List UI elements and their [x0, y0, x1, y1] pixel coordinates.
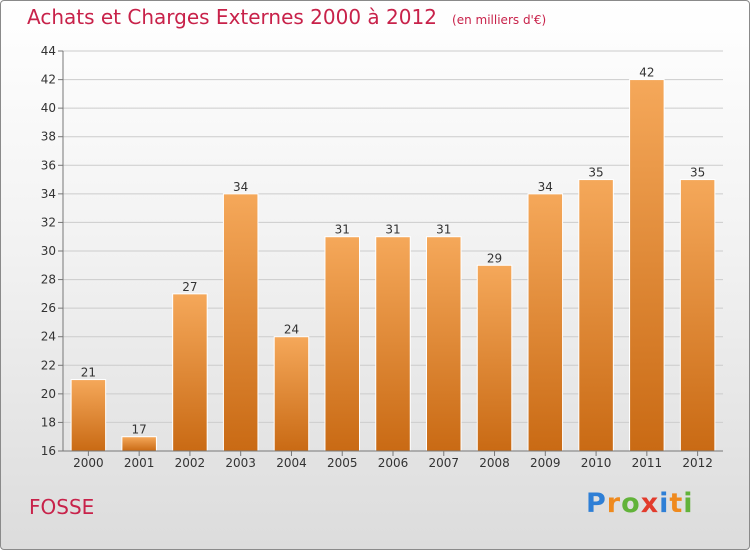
y-tick-label: 22: [41, 358, 56, 372]
x-tick-label: 2009: [530, 456, 561, 470]
x-tick-label: 2006: [378, 456, 409, 470]
bar: [476, 264, 513, 452]
y-tick-label: 18: [41, 415, 56, 429]
data-label: 31: [335, 223, 350, 237]
x-tick-label: 2007: [428, 456, 459, 470]
bar: [578, 179, 614, 452]
bars: [70, 79, 716, 452]
x-tick-label: 2003: [225, 456, 256, 470]
y-tick-label: 34: [41, 187, 56, 201]
bar: [426, 236, 462, 452]
data-label: 17: [132, 423, 147, 437]
bar: [121, 436, 157, 452]
data-label: 35: [588, 166, 603, 180]
x-tick-label: 2012: [682, 456, 713, 470]
title-row: Achats et Charges Externes 2000 à 2012 (…: [27, 5, 546, 29]
x-tick-label: 2002: [175, 456, 206, 470]
y-tick-label: 36: [41, 158, 56, 172]
y-tick-label: 32: [41, 215, 56, 229]
logo-letter: P: [586, 488, 607, 519]
bar: [273, 336, 310, 452]
x-tick-label: 2000: [73, 456, 104, 470]
labels: 16 18 20 22 24 26 28 30 32 34 36 38 40 42 44 21 2000 17 20…: [41, 44, 713, 470]
bar: [324, 236, 360, 452]
data-label: 31: [385, 223, 400, 237]
bar: [679, 179, 716, 452]
x-tick-label: 2010: [581, 456, 612, 470]
data-label: 21: [81, 366, 96, 380]
x-tick-label: 2008: [479, 456, 510, 470]
data-label: 31: [436, 223, 451, 237]
axes: [58, 50, 723, 456]
x-tick-label: 2001: [124, 456, 155, 470]
x-tick-label: 2011: [632, 456, 663, 470]
y-tick-label: 26: [41, 301, 56, 315]
y-tick-label: 38: [41, 130, 56, 144]
y-tick-label: 16: [41, 444, 56, 458]
x-tick-label: 2005: [327, 456, 358, 470]
data-label: 34: [538, 180, 553, 194]
data-label: 35: [690, 166, 705, 180]
commune-name: FOSSE: [29, 495, 95, 519]
bar: [172, 293, 208, 452]
chart-subtitle: (en milliers d'€): [452, 13, 547, 27]
y-tick-label: 24: [41, 330, 56, 344]
bar: [70, 379, 107, 452]
x-tick-label: 2004: [276, 456, 307, 470]
bar: [375, 236, 411, 452]
bar: [629, 79, 665, 452]
y-tick-label: 20: [41, 387, 56, 401]
data-label: 29: [487, 251, 502, 265]
data-label: 24: [284, 323, 299, 337]
data-label: 34: [233, 180, 248, 194]
y-tick-label: 44: [41, 44, 56, 58]
logo-letter: o: [621, 488, 641, 519]
y-tick-label: 42: [41, 73, 56, 87]
y-tick-label: 30: [41, 244, 56, 258]
chart-title: Achats et Charges Externes 2000 à 2012: [27, 5, 437, 29]
logo-letter: r: [606, 488, 622, 519]
data-label: 42: [639, 66, 654, 80]
logo-letter: x: [640, 488, 660, 519]
logo-letter: t: [669, 488, 684, 519]
logo-letter: i: [683, 488, 694, 519]
proxiti-logo: Proxiti: [586, 488, 694, 519]
y-tick-label: 40: [41, 101, 56, 115]
bar: [527, 193, 564, 452]
data-label: 27: [182, 280, 197, 294]
logo-letter: i: [659, 488, 670, 519]
y-tick-label: 28: [41, 273, 56, 287]
bar: [222, 193, 259, 452]
